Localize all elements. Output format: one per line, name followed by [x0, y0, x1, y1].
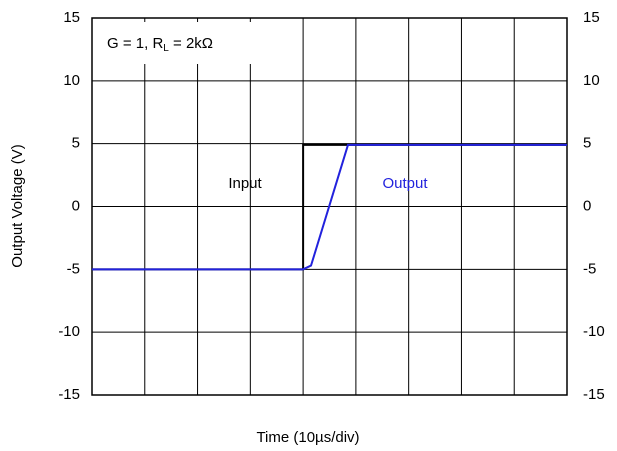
annotation-main: G = 1, R — [107, 35, 163, 52]
annotation-sub: L — [163, 43, 169, 54]
y2-tick-label: -15 — [583, 386, 605, 403]
annotation: G = 1, RL = 2kΩ — [107, 35, 213, 54]
y2-tick-label: 5 — [583, 135, 591, 152]
plot-frame — [91, 17, 568, 396]
y-tick-label: -5 — [67, 260, 80, 277]
y-tick-label: 0 — [72, 197, 80, 214]
series-line — [92, 143, 567, 271]
y-tick-label: 15 — [63, 9, 80, 26]
y-axis-label: Output Voltage (V) — [9, 144, 26, 267]
y-tick-label: -15 — [58, 386, 80, 403]
x-axis-label: Time (10µs/div) — [256, 429, 359, 446]
y-tick-label: -10 — [58, 323, 80, 340]
y2-tick-label: -5 — [583, 260, 596, 277]
y2-tick-label: -10 — [583, 323, 605, 340]
y2-tick-label: 0 — [583, 197, 591, 214]
y2-tick-label: 15 — [583, 9, 600, 26]
series-label: Output — [382, 175, 428, 192]
annotation-rest: = 2kΩ — [169, 35, 213, 52]
annotation-box — [96, 22, 266, 64]
y-tick-label: 10 — [63, 72, 80, 89]
y2-tick-label: 10 — [583, 72, 600, 89]
series-label: Input — [228, 175, 262, 192]
y-tick-label: 5 — [72, 135, 80, 152]
